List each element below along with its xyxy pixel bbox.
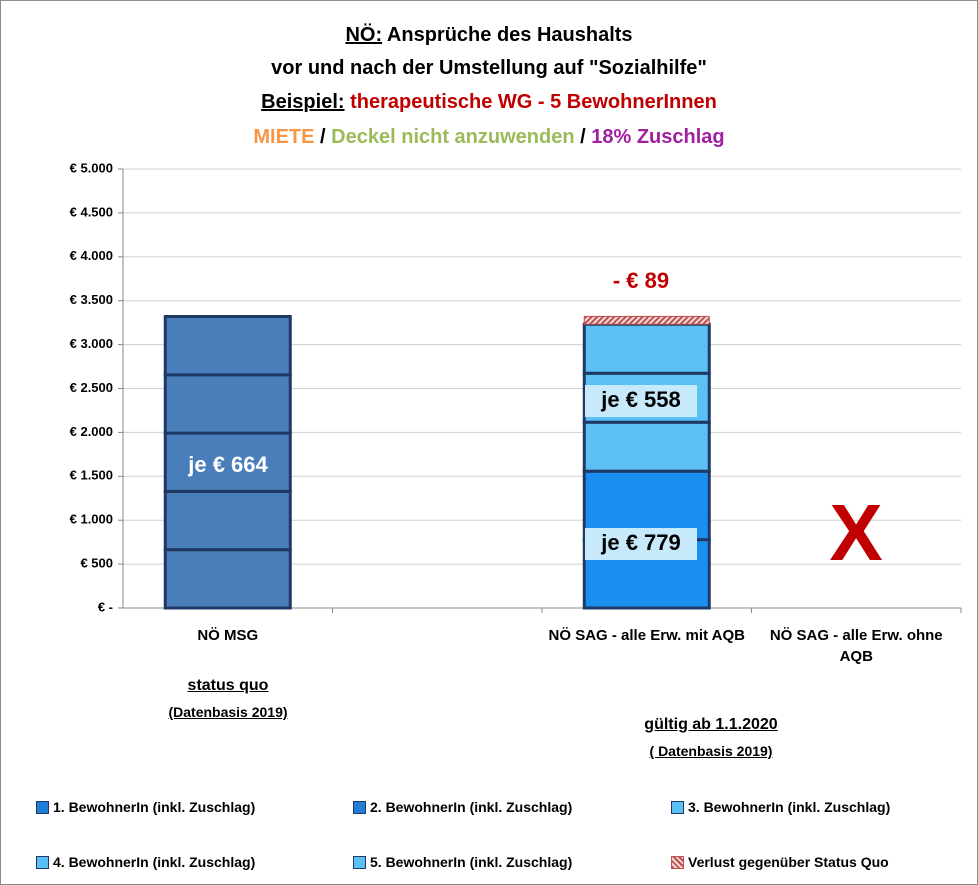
y-tick-label: € 2.000 (70, 424, 113, 439)
loss-segment (583, 315, 710, 325)
y-tick-label: € - (98, 599, 113, 614)
y-tick-label: € 4.500 (70, 204, 113, 219)
y-tick-label: € 3.500 (70, 292, 113, 307)
legend-item: 3. BewohnerIn (inkl. Zuschlag) (671, 797, 890, 817)
title-run: vor und nach der Umstellung auf "Sozialh… (271, 57, 707, 79)
legend-item: 5. BewohnerIn (inkl. Zuschlag) (353, 852, 572, 872)
legend-swatch (353, 855, 366, 869)
legend-label: 4. BewohnerIn (inkl. Zuschlag) (53, 854, 256, 870)
title-run: MIETE (253, 126, 314, 148)
chart-title: Beispiel: therapeutische WG - 5 Bewohner… (261, 91, 717, 113)
chart-title: vor und nach der Umstellung auf "Sozialh… (271, 57, 707, 79)
legend-label: 2. BewohnerIn (inkl. Zuschlag) (370, 799, 573, 815)
bar-segment (163, 489, 292, 552)
bar-segment (163, 373, 292, 435)
chart-title: NÖ: Ansprüche des Haushalts (345, 23, 632, 46)
y-tick-label: € 4.000 (70, 248, 113, 263)
legend-swatch (36, 855, 49, 869)
bar-segment (163, 315, 292, 377)
legend-label: 3. BewohnerIn (inkl. Zuschlag) (688, 799, 891, 815)
legend-item: Verlust gegenüber Status Quo (671, 852, 889, 872)
note: gültig ab 1.1.2020 (644, 716, 778, 733)
title-run: Deckel nicht anzuwenden (331, 126, 574, 148)
legend-item: 1. BewohnerIn (inkl. Zuschlag) (36, 797, 255, 817)
legend-swatch (671, 855, 684, 869)
note: status quo (187, 677, 269, 694)
legend-swatch (353, 800, 366, 814)
annotation: X (829, 488, 882, 577)
title-run: NÖ: (345, 23, 382, 46)
y-tick-label: € 5.000 (70, 160, 113, 175)
note: ( Datenbasis 2019) (649, 743, 773, 759)
bar-segment (582, 322, 711, 375)
legend-swatch (36, 800, 49, 814)
x-tick-label: NÖ SAG - alle Erw. ohne AQB (769, 627, 943, 665)
title-run: Beispiel: (261, 91, 344, 113)
bar-segment (163, 548, 292, 610)
annotation-box (585, 385, 697, 417)
y-tick-label: € 2.500 (70, 380, 113, 395)
x-tick-label: NÖ MSG (197, 627, 259, 644)
title-run: therapeutische WG - 5 BewohnerInnen (345, 91, 717, 113)
y-tick-label: € 1.500 (70, 468, 113, 483)
chart-title: MIETE / Deckel nicht anzuwenden / 18% Zu… (253, 126, 724, 148)
y-tick-label: € 3.000 (70, 336, 113, 351)
annotation-box (585, 528, 697, 560)
x-tick-label: NÖ SAG - alle Erw. mit AQB (548, 627, 745, 644)
title-run: 18% Zuschlag (591, 126, 724, 148)
legend-label: Verlust gegenüber Status Quo (688, 854, 889, 870)
annotation: je € 779 (600, 530, 681, 555)
annotation: je € 664 (187, 452, 268, 477)
legend-label: 1. BewohnerIn (inkl. Zuschlag) (53, 799, 256, 815)
title-run: / (315, 126, 332, 148)
note: (Datenbasis 2019) (168, 704, 288, 720)
legend-item: 2. BewohnerIn (inkl. Zuschlag) (353, 797, 572, 817)
y-tick-label: € 500 (80, 556, 113, 571)
annotation: - € 89 (613, 268, 669, 293)
legend-swatch (671, 800, 684, 814)
annotation: je € 558 (600, 387, 681, 412)
legend-item: 4. BewohnerIn (inkl. Zuschlag) (36, 852, 255, 872)
legend-label: 5. BewohnerIn (inkl. Zuschlag) (370, 854, 573, 870)
title-run: Ansprüche des Haushalts (382, 24, 632, 46)
bar-segment (163, 431, 292, 493)
title-run: / (575, 126, 592, 148)
bar-segment (582, 420, 711, 473)
y-tick-label: € 1.000 (70, 512, 113, 527)
